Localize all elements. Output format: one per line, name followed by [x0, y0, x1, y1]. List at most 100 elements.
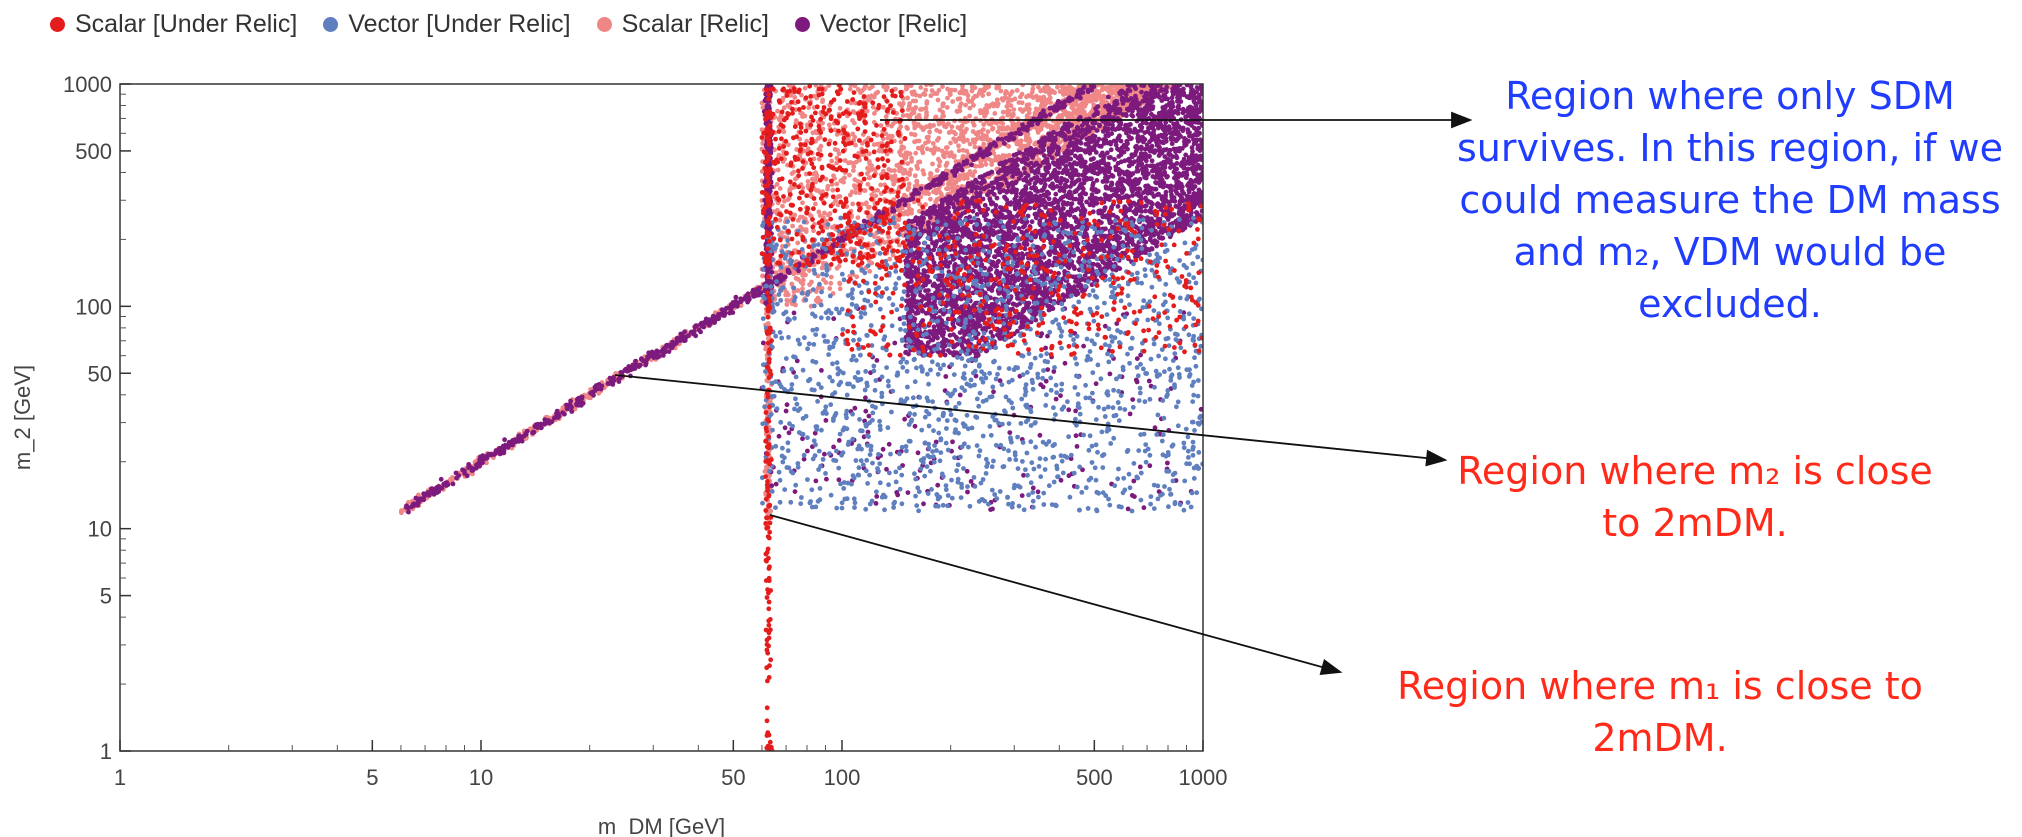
- data-point: [918, 85, 924, 90]
- data-point: [1018, 138, 1024, 144]
- data-point: [916, 138, 922, 144]
- data-point: [421, 497, 427, 503]
- data-point: [887, 256, 893, 262]
- data-point: [693, 333, 699, 339]
- data-point: [964, 91, 969, 96]
- data-point: [450, 477, 455, 483]
- data-point: [1139, 89, 1144, 95]
- data-point: [1038, 96, 1044, 102]
- data-point: [977, 149, 983, 155]
- data-point: [1062, 87, 1068, 93]
- data-point: [1030, 86, 1036, 92]
- data-point: [905, 95, 910, 101]
- data-point: [1041, 111, 1047, 117]
- data-point: [1003, 91, 1008, 97]
- data-point: [1044, 123, 1050, 129]
- data-point: [927, 122, 933, 128]
- data-point: [793, 176, 798, 182]
- data-point: [936, 163, 942, 169]
- data-point: [921, 125, 927, 131]
- data-point: [940, 84, 945, 89]
- data-point: [955, 125, 961, 130]
- data-point: [579, 396, 585, 402]
- data-point: [1042, 103, 1048, 108]
- data-point: [1069, 105, 1075, 110]
- data-point: [1085, 87, 1091, 93]
- data-point: [972, 93, 978, 99]
- data-point: [1026, 136, 1032, 142]
- data-point: [909, 158, 914, 164]
- data-point: [912, 190, 918, 196]
- data-point: [881, 84, 886, 89]
- data-point: [762, 469, 768, 474]
- data-point: [867, 175, 873, 180]
- data-point: [977, 88, 983, 93]
- data-point: [555, 415, 561, 420]
- data-point: [928, 171, 933, 176]
- data-point: [793, 302, 798, 308]
- data-point: [837, 105, 843, 111]
- data-point: [983, 161, 989, 167]
- data-point: [914, 183, 919, 188]
- data-point: [1005, 125, 1011, 130]
- data-point: [921, 171, 927, 177]
- data-point: [963, 102, 968, 108]
- data-point: [846, 160, 851, 166]
- data-point: [530, 430, 535, 436]
- data-point: [964, 160, 970, 166]
- data-point: [643, 360, 649, 366]
- data-point: [990, 126, 995, 132]
- data-point: [660, 353, 666, 358]
- data-point: [927, 176, 933, 182]
- data-point: [672, 341, 678, 347]
- data-point: [1001, 141, 1007, 146]
- data-point: [1004, 104, 1010, 109]
- data-point: [679, 337, 685, 343]
- data-point: [931, 149, 937, 154]
- data-point: [795, 240, 801, 246]
- data-points: [399, 84, 1203, 751]
- data-point: [1026, 93, 1031, 98]
- data-point: [960, 147, 966, 153]
- data-point: [835, 236, 841, 242]
- data-point: [926, 139, 931, 145]
- data-point: [904, 176, 910, 182]
- data-point: [738, 303, 744, 308]
- data-point: [909, 90, 915, 95]
- data-point: [924, 101, 930, 106]
- data-point: [814, 187, 819, 193]
- data-point: [1024, 113, 1030, 119]
- data-point: [1032, 110, 1038, 116]
- data-point: [800, 214, 806, 220]
- data-point: [840, 237, 846, 243]
- data-point: [943, 145, 949, 151]
- data-point: [982, 114, 987, 119]
- data-point: [519, 438, 525, 444]
- data-point: [916, 122, 921, 127]
- data-point: [678, 331, 684, 337]
- data-point: [837, 281, 843, 287]
- data-point: [413, 495, 419, 501]
- data-point: [1081, 85, 1086, 91]
- data-point: [961, 154, 967, 160]
- data-point: [800, 286, 805, 292]
- data-point: [815, 273, 821, 279]
- data-point: [739, 298, 744, 303]
- data-point: [946, 130, 952, 136]
- data-point: [867, 268, 873, 274]
- data-point: [1005, 99, 1011, 105]
- data-point: [883, 114, 889, 120]
- data-point: [1080, 100, 1086, 105]
- data-point: [828, 280, 834, 286]
- data-point: [1038, 88, 1044, 94]
- data-point: [991, 102, 997, 108]
- data-point: [952, 87, 958, 93]
- data-point: [445, 482, 451, 488]
- data-point: [816, 146, 822, 152]
- data-point: [898, 198, 904, 204]
- data-point: [813, 201, 818, 207]
- data-point: [1000, 109, 1006, 115]
- data-point: [441, 481, 447, 487]
- data-point: [999, 132, 1004, 138]
- data-point: [796, 268, 801, 274]
